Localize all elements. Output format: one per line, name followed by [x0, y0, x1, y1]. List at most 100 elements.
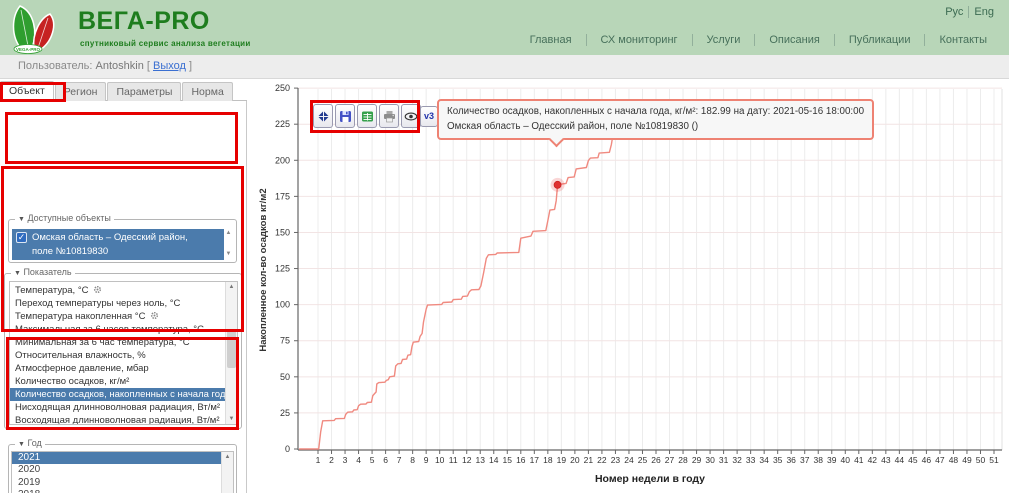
precipitation-chart[interactable]: 1 2 3 4 5 6 7 8 9 10 11 12 13 14 15 16 17 18 19 20 21 22 23 24 2…	[250, 80, 1009, 493]
x-tick-label: 39	[827, 455, 837, 465]
x-tick-label: 19	[557, 455, 567, 465]
x-tick-label: 36	[786, 455, 796, 465]
indicator-item[interactable]: Количество осадков, кг/м²	[10, 375, 226, 388]
vega-pro-logo-icon: VEGA-PRO	[12, 5, 55, 54]
nav-item-сх-мониторинг[interactable]: СХ мониторинг	[585, 34, 692, 46]
print-icon	[383, 110, 395, 122]
nav-item-услуги[interactable]: Услуги	[691, 34, 755, 46]
indicator-label: Минимальная за 6 час температура, °C	[15, 337, 190, 348]
user-label: Пользователь:	[18, 60, 93, 72]
scroll-down-icon[interactable]: ▼	[225, 251, 232, 257]
indicator-item[interactable]: Количество осадков, накопленных с начала…	[10, 388, 237, 401]
scroll-up-icon[interactable]: ▲	[224, 454, 231, 460]
x-tick-label: 7	[397, 455, 402, 465]
tab-параметры[interactable]: Параметры	[107, 82, 182, 102]
x-tick-label: 27	[665, 455, 675, 465]
indicator-item[interactable]: Нисходящая длинноволновая радиация, Вт/м…	[10, 401, 226, 414]
x-tick-label: 43	[881, 455, 891, 465]
save-button[interactable]	[335, 104, 355, 128]
indicator-item[interactable]: Минимальная за 6 час температура, °C	[10, 336, 226, 349]
chart-toolbar	[313, 104, 421, 128]
x-tick-label: 44	[895, 455, 905, 465]
y-tick-label: 250	[275, 83, 290, 93]
year-item-2018[interactable]: 2018	[12, 489, 222, 493]
x-tick-label: 1	[316, 455, 321, 465]
indicator-item[interactable]: Температура, °C	[10, 284, 226, 297]
tooltip-line1: Количество осадков, накопленных с начала…	[447, 106, 865, 117]
x-tick-label: 14	[489, 455, 499, 465]
nav-item-контакты[interactable]: Контакты	[924, 34, 1001, 46]
indicator-label: Переход температуры через ноль, °C	[15, 298, 181, 309]
x-tick-label: 2	[329, 455, 334, 465]
year-item-2021[interactable]: 2021	[12, 452, 222, 465]
indicator-item[interactable]: Относительная влажность, %	[10, 349, 226, 362]
year-item-2019[interactable]: 2019	[18, 476, 41, 488]
indicator-group: ▼ Показатель Температура, °C Переход темп…	[4, 267, 242, 429]
sidebar-panel: ▼ Доступные объекты ✓ Омская область – О…	[0, 101, 247, 493]
nav-item-главная[interactable]: Главная	[529, 34, 572, 46]
lang-ru[interactable]: Рус	[945, 6, 964, 18]
gear-icon[interactable]	[93, 285, 102, 294]
scrollbar-thumb[interactable]	[227, 330, 236, 368]
nav-item-публикации[interactable]: Публикации	[833, 34, 925, 46]
fit-screen-icon	[318, 111, 328, 121]
group-title: Доступные объекты	[27, 213, 111, 223]
x-tick-label: 48	[949, 455, 959, 465]
logout-link[interactable]: Выход	[153, 60, 186, 72]
indicator-label: Нисходящая длинноволновая радиация, Вт/м…	[15, 402, 221, 413]
scroll-up-icon[interactable]: ▲	[228, 284, 235, 290]
y-axis-title: Накопленное кол-во осадков кг/м2	[258, 188, 269, 351]
x-tick-label: 3	[343, 455, 348, 465]
header: VEGA-PRO ВЕГА-PRO спутниковый сервис ана…	[0, 0, 1009, 55]
collapse-icon[interactable]: ▼	[14, 270, 21, 277]
indicator-item[interactable]: Атмосферное давление, мбар	[10, 362, 226, 375]
username: Antoshkin	[95, 60, 144, 72]
x-axis-title: Номер недели в году	[595, 473, 705, 485]
x-tick-label: 45	[908, 455, 918, 465]
excel-export-button[interactable]	[357, 104, 377, 128]
eye-icon	[404, 112, 418, 120]
language-switcher: Рус Eng	[940, 6, 999, 18]
x-tick-label: 4	[356, 455, 361, 465]
x-tick-label: 37	[800, 455, 810, 465]
view-button[interactable]	[401, 104, 421, 128]
indicator-label: Восходящая длинноволновая радиация, Вт/м…	[15, 415, 220, 425]
indicator-item[interactable]: Максимальная за 6 часов температура, °C	[10, 323, 226, 336]
tab-регион[interactable]: Регион	[54, 82, 107, 102]
x-tick-label: 49	[962, 455, 972, 465]
collapse-icon[interactable]: ▼	[18, 441, 25, 448]
scroll-up-icon[interactable]: ▲	[225, 230, 232, 236]
chart-version-button[interactable]: v3	[420, 106, 438, 127]
indicator-item[interactable]: Температура накопленная °C	[10, 310, 226, 323]
group-title: Показатель	[23, 267, 72, 277]
x-tick-label: 47	[935, 455, 945, 465]
nav-item-описания[interactable]: Описания	[754, 34, 833, 46]
fit-screen-button[interactable]	[313, 104, 333, 128]
indicator-item[interactable]: Переход температуры через ноль, °C	[10, 297, 226, 310]
svg-text:VEGA-PRO: VEGA-PRO	[16, 47, 41, 52]
checkbox-checked-icon[interactable]: ✓	[16, 232, 27, 243]
indicator-item[interactable]: Восходящая длинноволновая радиация, Вт/м…	[10, 414, 226, 425]
x-tick-label: 30	[705, 455, 715, 465]
scroll-down-icon[interactable]: ▼	[228, 416, 235, 422]
tab-объект[interactable]: Объект	[0, 81, 54, 102]
app-title: ВЕГА-PRO	[78, 7, 210, 35]
x-tick-label: 20	[570, 455, 580, 465]
x-tick-label: 50	[976, 455, 986, 465]
group-title: Год	[27, 438, 42, 448]
y-tick-label: 225	[275, 119, 290, 129]
y-tick-label: 0	[285, 444, 290, 454]
object-list-item[interactable]: ✓ Омская область – Одесский район, поле …	[12, 229, 224, 260]
print-button[interactable]	[379, 104, 399, 128]
x-tick-label: 41	[854, 455, 864, 465]
lang-en[interactable]: Eng	[974, 6, 994, 18]
year-item-2020[interactable]: 2020	[18, 464, 41, 476]
x-tick-label: 10	[435, 455, 445, 465]
indicator-label: Количество осадков, накопленных с начала…	[15, 389, 238, 400]
x-tick-label: 26	[651, 455, 661, 465]
x-tick-label: 51	[989, 455, 999, 465]
gear-icon[interactable]	[150, 311, 159, 320]
collapse-icon[interactable]: ▼	[18, 216, 25, 223]
tab-норма[interactable]: Норма	[182, 82, 233, 102]
